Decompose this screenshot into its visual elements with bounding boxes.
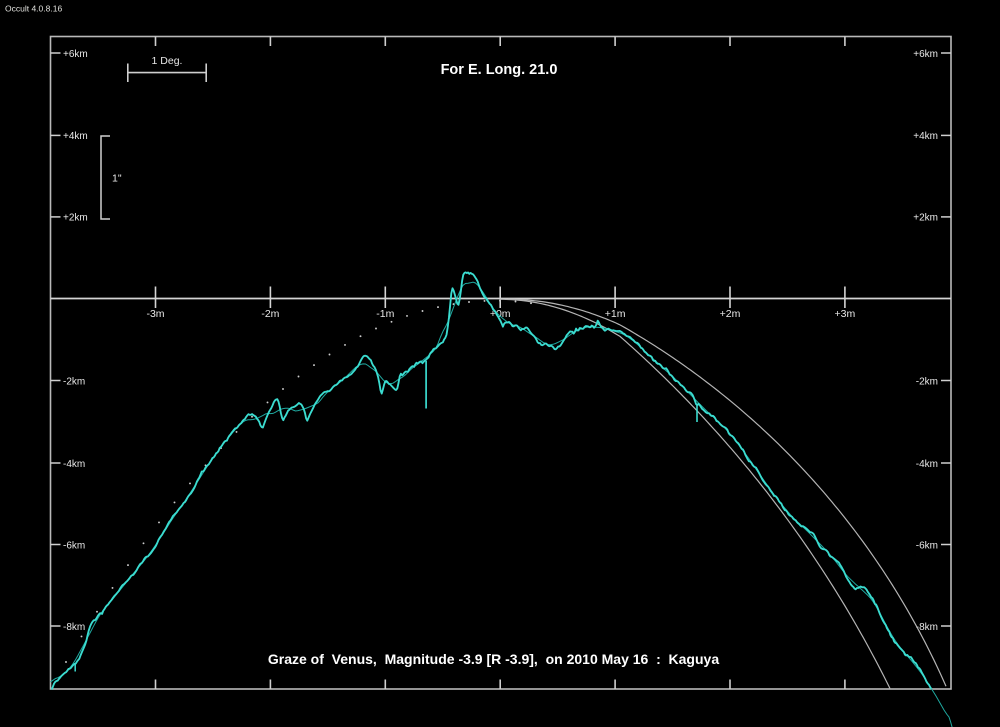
svg-text:+4km: +4km [63, 131, 88, 142]
svg-text:For E. Long. 21.0: For E. Long. 21.0 [441, 62, 558, 78]
svg-text:Occult 4.0.8.16: Occult 4.0.8.16 [5, 4, 62, 14]
svg-text:+4km: +4km [913, 131, 938, 142]
svg-text:-8km: -8km [63, 622, 85, 633]
svg-text:+3m: +3m [835, 308, 856, 320]
svg-text:+6km: +6km [913, 49, 938, 60]
svg-text:+2km: +2km [913, 213, 938, 224]
svg-text:-4km: -4km [916, 459, 938, 470]
svg-text:-3m: -3m [146, 308, 164, 320]
svg-text:Graze of Venus, Magnitude -3: Graze of Venus, Magnitude -3.9 [R -3.9],… [268, 651, 719, 667]
svg-text:-2km: -2km [916, 376, 938, 387]
svg-text:-8km: -8km [916, 622, 938, 633]
svg-text:1": 1" [112, 173, 122, 185]
svg-text:+6km: +6km [63, 49, 88, 60]
svg-text:+1m: +1m [605, 308, 626, 320]
svg-text:+2km: +2km [63, 213, 88, 224]
svg-text:-2m: -2m [261, 308, 279, 320]
svg-text:-2km: -2km [63, 376, 85, 387]
svg-text:-4km: -4km [63, 459, 85, 470]
svg-text:1 Deg.: 1 Deg. [152, 55, 183, 67]
svg-text:-6km: -6km [63, 540, 85, 551]
svg-text:+2m: +2m [720, 308, 741, 320]
svg-text:-6km: -6km [916, 540, 938, 551]
svg-text:-1m: -1m [376, 308, 394, 320]
